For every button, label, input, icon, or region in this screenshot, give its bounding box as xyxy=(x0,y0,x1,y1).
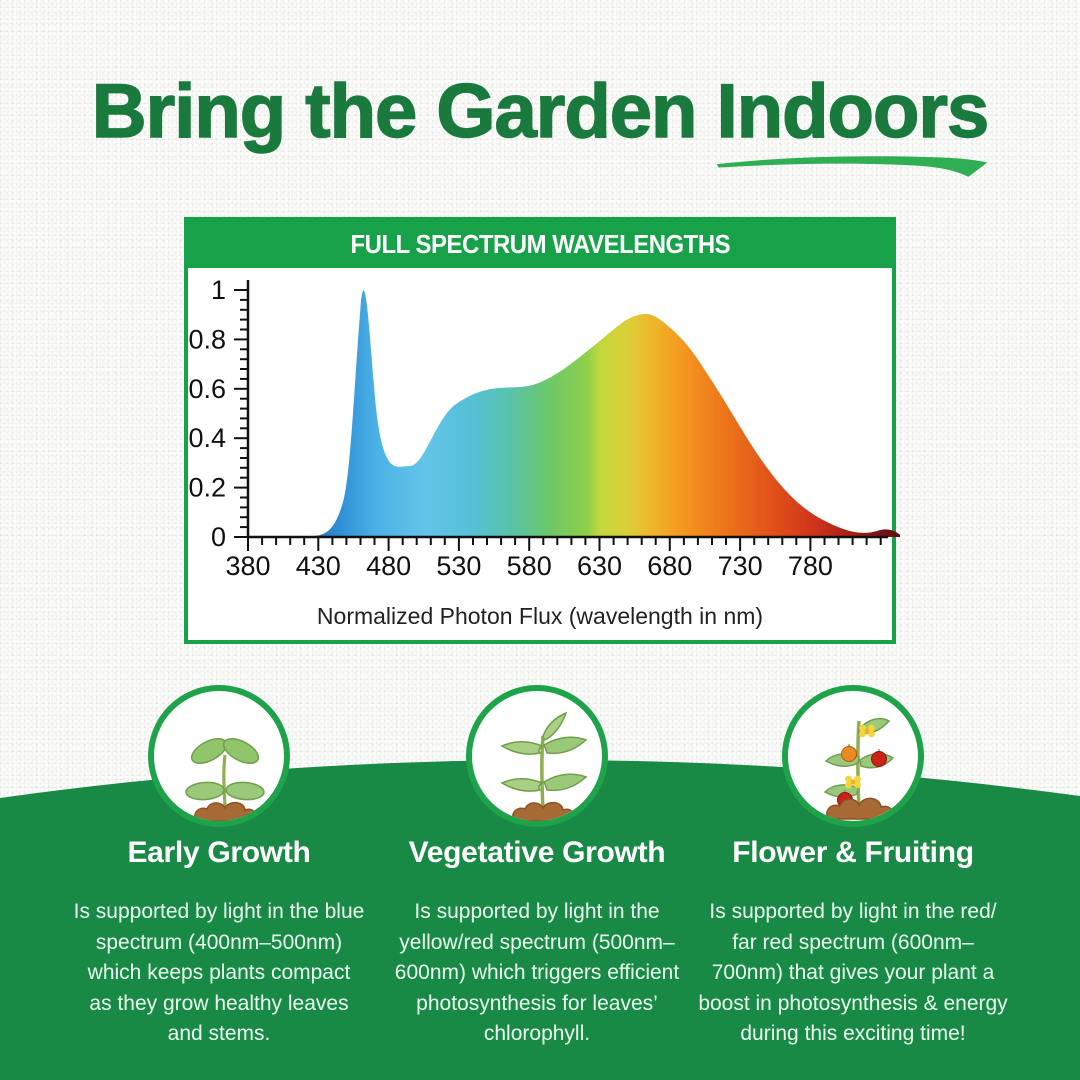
svg-text:0.8: 0.8 xyxy=(188,324,226,354)
svg-text:780: 780 xyxy=(788,551,833,581)
svg-text:480: 480 xyxy=(366,551,411,581)
svg-text:680: 680 xyxy=(647,551,692,581)
svg-text:380: 380 xyxy=(225,551,270,581)
svg-text:0.4: 0.4 xyxy=(188,423,226,453)
svg-text:0.6: 0.6 xyxy=(188,374,226,404)
svg-text:1: 1 xyxy=(211,275,226,305)
svg-text:630: 630 xyxy=(577,551,622,581)
svg-text:580: 580 xyxy=(507,551,552,581)
svg-text:430: 430 xyxy=(296,551,341,581)
svg-text:0.2: 0.2 xyxy=(188,473,226,503)
svg-text:730: 730 xyxy=(718,551,763,581)
svg-text:0: 0 xyxy=(211,522,226,552)
svg-text:530: 530 xyxy=(436,551,481,581)
